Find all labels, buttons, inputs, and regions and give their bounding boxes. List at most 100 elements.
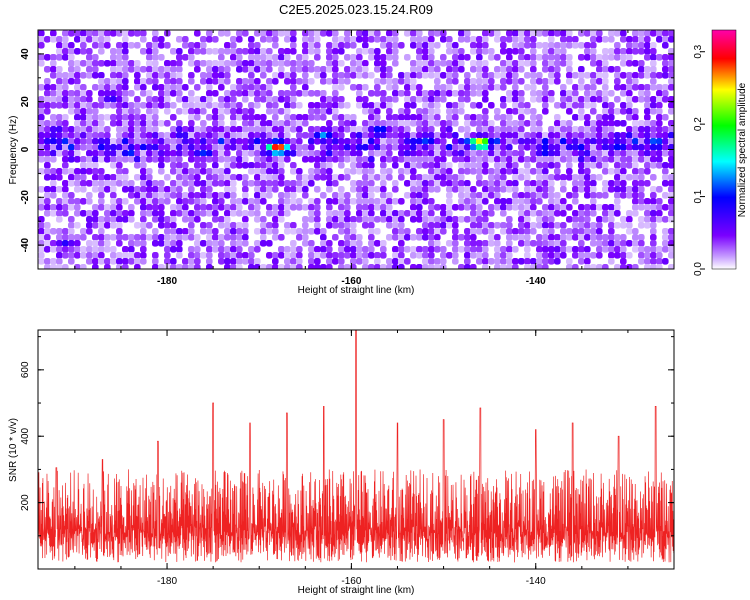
heatmap-cell — [488, 126, 495, 133]
heatmap-cell — [302, 156, 309, 163]
heatmap-cell — [278, 180, 285, 187]
heatmap-cell — [464, 258, 471, 265]
heatmap-cell — [608, 180, 615, 187]
heatmap-cell — [428, 36, 435, 43]
heatmap-cell — [86, 240, 93, 247]
heatmap-cell — [188, 246, 195, 253]
heatmap-cell — [572, 210, 579, 217]
heatmap-cell — [68, 102, 75, 109]
heatmap-cell — [422, 120, 429, 127]
heatmap-cell — [452, 90, 459, 97]
heatmap-cell — [110, 114, 117, 121]
heatmap-cell — [62, 54, 69, 61]
heatmap-cell — [656, 162, 663, 169]
heatmap-cell — [98, 240, 105, 247]
heatmap-cell — [182, 84, 189, 91]
heatmap-cell — [458, 144, 465, 151]
heatmap-cell — [56, 48, 63, 55]
heatmap-cell — [110, 180, 117, 187]
heatmap-cell — [434, 228, 441, 235]
heatmap-cell — [446, 204, 453, 211]
heatmap-cell — [236, 228, 243, 235]
heatmap-cell — [602, 246, 609, 253]
heatmap-cell — [194, 216, 201, 223]
heatmap-cell — [176, 186, 183, 193]
heatmap-cell — [152, 258, 159, 265]
heatmap-cell — [656, 54, 663, 61]
heatmap-cell — [506, 252, 513, 259]
heatmap-cell — [326, 132, 333, 139]
heatmap-cell — [182, 108, 189, 115]
heatmap-cell — [350, 36, 357, 43]
heatmap-cell — [140, 258, 147, 265]
heatmap-cell — [446, 48, 453, 55]
heatmap-cell — [398, 234, 405, 241]
heatmap-cell — [386, 42, 393, 49]
heatmap-cell — [536, 156, 543, 163]
heatmap-cell — [296, 204, 303, 211]
heatmap-cell — [470, 42, 477, 49]
heatmap-cell — [134, 240, 141, 247]
heatmap-cell — [578, 210, 585, 217]
heatmap-cell — [590, 180, 597, 187]
heatmap-cell — [584, 252, 591, 259]
heatmap-cell — [530, 192, 537, 199]
heatmap-cell — [104, 210, 111, 217]
heatmap-cell — [488, 48, 495, 55]
heatmap-cell — [206, 102, 213, 109]
heatmap-cell — [560, 198, 567, 205]
heatmap-cell — [356, 60, 363, 67]
heatmap-cell — [230, 234, 237, 241]
heatmap-cell — [278, 132, 285, 139]
heatmap-cell — [626, 156, 633, 163]
heatmap-cell — [506, 138, 513, 145]
heatmap-cell — [518, 78, 525, 85]
heatmap-cell — [614, 54, 621, 61]
heatmap-cell — [56, 228, 63, 235]
heatmap-cell — [356, 234, 363, 241]
heatmap-cell — [140, 186, 147, 193]
heatmap-cell — [326, 180, 333, 187]
heatmap-cell — [584, 156, 591, 163]
heatmap-cell — [518, 150, 525, 157]
heatmap-cell — [272, 258, 279, 265]
heatmap-cell — [116, 234, 123, 241]
heatmap-cell — [518, 234, 525, 241]
heatmap-cell — [80, 42, 87, 49]
heatmap-cell — [410, 42, 417, 49]
heatmap-cell — [494, 132, 501, 139]
heatmap-cell — [398, 144, 405, 151]
heatmap-cell — [314, 252, 321, 259]
heatmap-cell — [104, 150, 111, 157]
heatmap-cell — [332, 90, 339, 97]
heatmap-cell — [494, 174, 501, 181]
heatmap-cell — [344, 174, 351, 181]
heatmap-cell — [374, 102, 381, 109]
heatmap-cell — [62, 198, 69, 205]
heatmap-cell — [44, 228, 51, 235]
heatmap-cell — [620, 162, 627, 169]
heatmap-cell — [80, 60, 87, 67]
heatmap-cell — [656, 120, 663, 127]
heatmap-cell — [608, 132, 615, 139]
heatmap-cell — [164, 96, 171, 103]
heatmap-cell — [74, 186, 81, 193]
heatmap-cell — [584, 186, 591, 193]
heatmap-cell — [488, 234, 495, 241]
heatmap-cell — [452, 180, 459, 187]
heatmap-cell — [176, 210, 183, 217]
heatmap-cell — [518, 168, 525, 175]
heatmap-cell — [524, 228, 531, 235]
heatmap-cell — [320, 174, 327, 181]
heatmap-cell — [302, 30, 309, 37]
heatmap-cell — [278, 168, 285, 175]
heatmap-cell — [452, 78, 459, 85]
heatmap-cell — [182, 42, 189, 49]
heatmap-cell — [236, 144, 243, 151]
heatmap-cell — [368, 222, 375, 229]
heatmap-cell — [404, 120, 411, 127]
heatmap-cell — [560, 174, 567, 181]
heatmap-cell — [524, 198, 531, 205]
heatmap-cell — [392, 54, 399, 61]
heatmap-cell — [272, 102, 279, 109]
